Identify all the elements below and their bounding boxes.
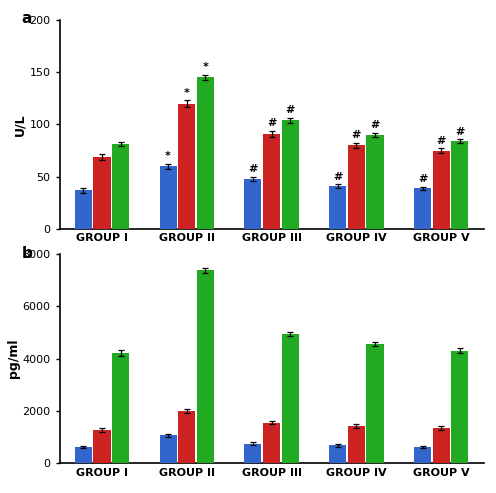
Bar [160,435,177,463]
Text: #: # [436,136,446,145]
Text: #: # [248,164,257,175]
Bar [112,353,129,463]
Text: *: * [184,88,189,98]
Bar [414,188,431,229]
Y-axis label: U/L: U/L [13,113,27,136]
Text: a: a [21,11,32,26]
Bar [245,179,261,229]
Bar [93,157,111,229]
Text: #: # [267,118,276,128]
Bar [282,334,299,463]
Bar [348,145,365,229]
Bar [348,426,365,463]
Bar [75,190,92,229]
Bar [282,120,299,229]
Bar [178,411,195,463]
Bar [433,151,450,229]
Bar [451,141,468,229]
Text: #: # [352,130,361,141]
Bar [329,186,346,229]
Text: #: # [418,175,427,184]
Bar [197,270,214,463]
Bar [451,351,468,463]
Text: *: * [165,151,171,161]
Bar [178,104,195,229]
Legend: ALT, AST, ALP: ALT, AST, ALP [204,273,339,292]
Bar [367,344,383,463]
Text: #: # [371,120,380,130]
Bar [263,423,280,463]
Bar [245,444,261,463]
Bar [433,428,450,463]
Text: *: * [202,62,208,72]
Bar [75,447,92,463]
Text: #: # [333,172,342,182]
Bar [367,135,383,229]
Bar [329,445,346,463]
Bar [93,430,111,463]
Bar [112,144,129,229]
Text: #: # [455,127,465,137]
Text: #: # [286,105,295,115]
Bar [263,134,280,229]
Text: b: b [21,246,32,260]
Bar [160,167,177,229]
Y-axis label: pg/ml: pg/ml [6,339,19,379]
Bar [197,77,214,229]
Bar [414,447,431,463]
